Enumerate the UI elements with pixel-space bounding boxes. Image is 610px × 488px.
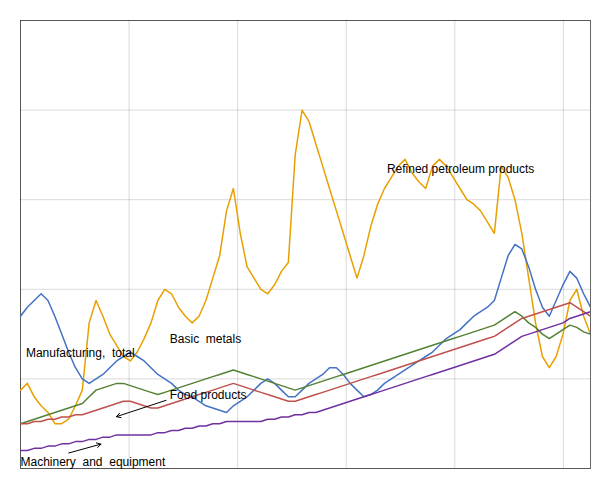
- svg-text:Manufacturing, total: Manufacturing, total: [26, 346, 135, 360]
- svg-text:Basic metals: Basic metals: [170, 332, 241, 346]
- svg-text:Food products: Food products: [170, 388, 247, 402]
- svg-text:Machinery and equipment: Machinery and equipment: [21, 455, 166, 469]
- svg-text:Refined petroleum products: Refined petroleum products: [387, 162, 534, 176]
